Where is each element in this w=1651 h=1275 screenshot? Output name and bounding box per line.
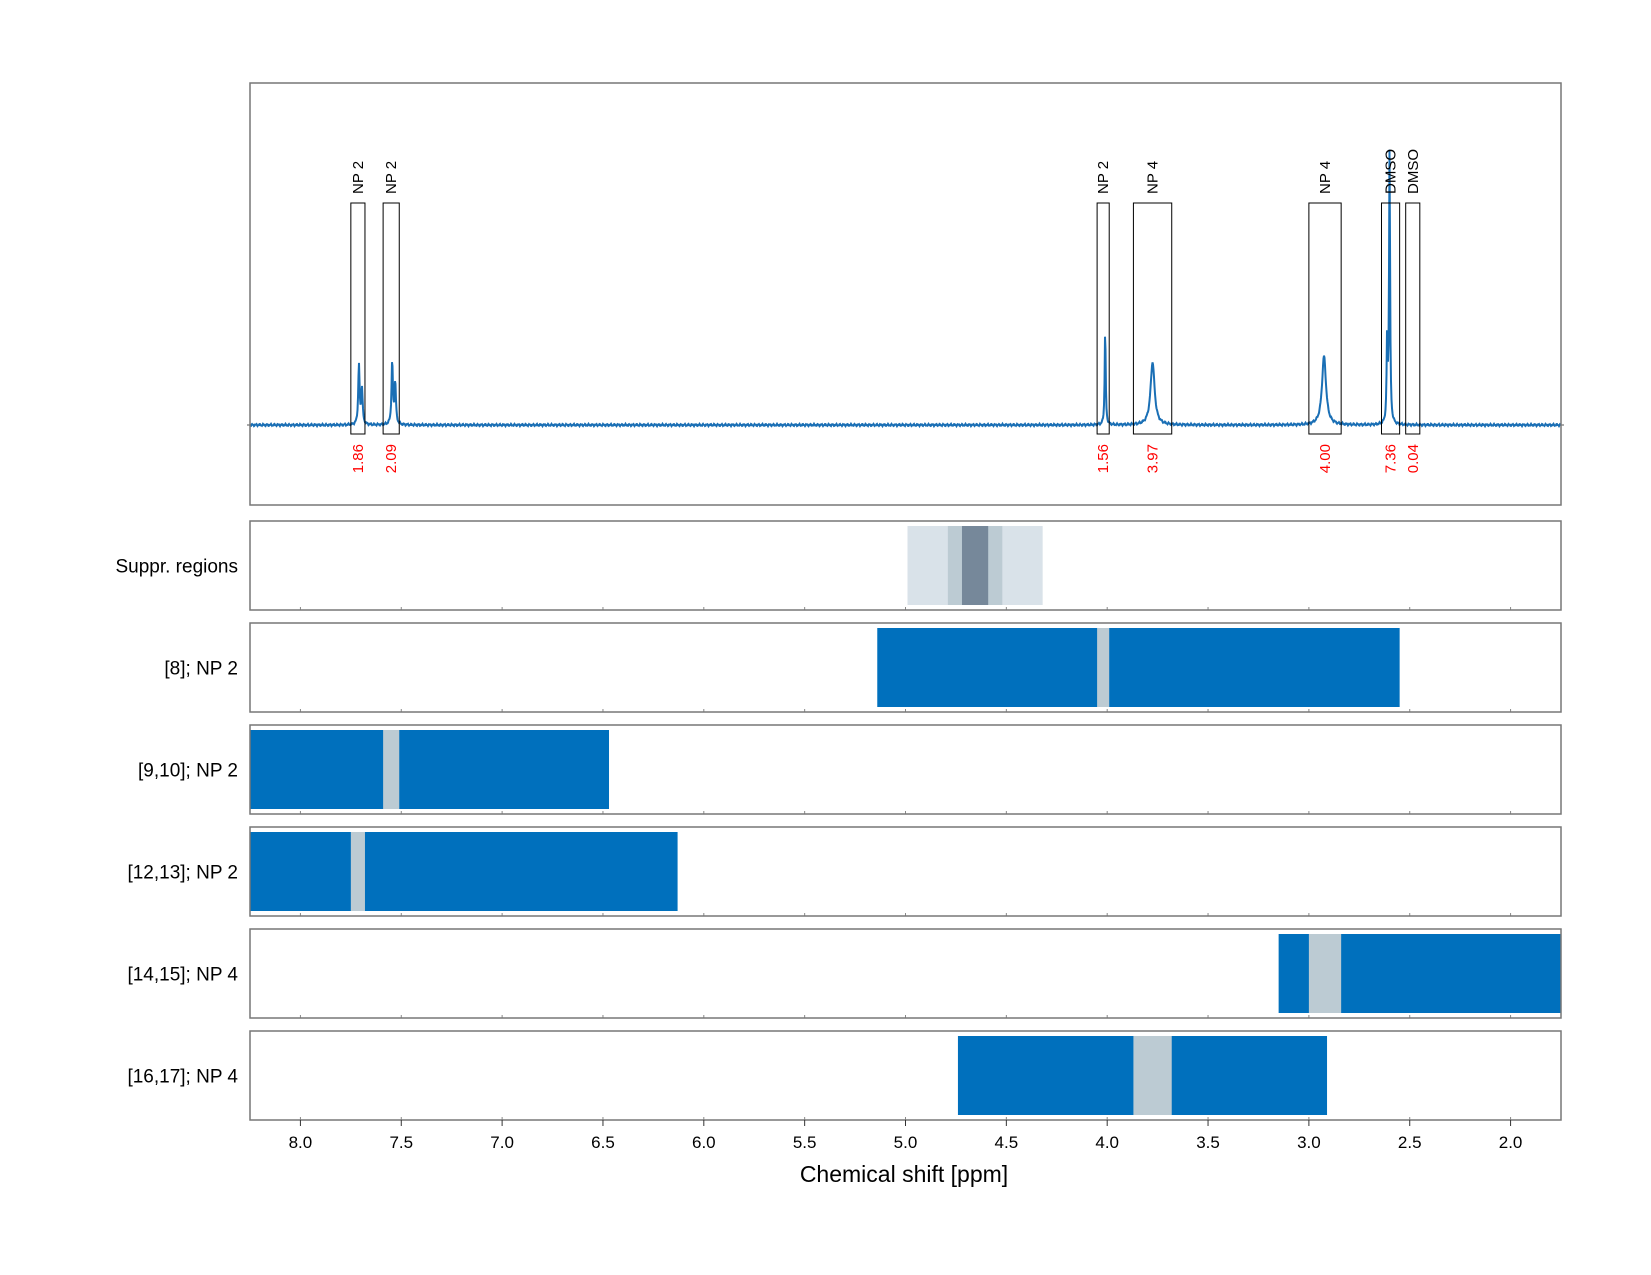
integral-value-4: 4.00 [1317, 444, 1334, 473]
x-tick-label-10: 3.0 [1297, 1133, 1321, 1152]
x-tick-label-2: 7.0 [490, 1133, 514, 1152]
annotation-box-1 [382, 202, 400, 435]
annotation-box-5 [1380, 202, 1401, 435]
annotation-label-0: NP 2 [350, 161, 367, 194]
annotation-label-1: NP 2 [383, 161, 400, 194]
x-tick-label-4: 6.0 [692, 1133, 716, 1152]
x-tick-label-11: 2.5 [1398, 1133, 1422, 1152]
annotation-box-6 [1405, 202, 1421, 435]
x-tick-label-6: 5.0 [894, 1133, 918, 1152]
x-tick-label-1: 7.5 [389, 1133, 413, 1152]
track-range-bar-3 [250, 832, 678, 911]
annotation-box-3 [1132, 202, 1173, 435]
track-window-2 [383, 730, 400, 809]
integral-value-1: 2.09 [383, 444, 400, 473]
track-window-3 [350, 832, 365, 911]
annotation-box-4 [1308, 202, 1342, 435]
track-panels: Suppr. regions [8]; NP 2 [9,10]; NP 2 [12,1… [115, 520, 1562, 1121]
track-2: [9,10]; NP 2 [138, 724, 1562, 815]
integral-value-2: 1.56 [1095, 444, 1112, 473]
track-background-5 [250, 1031, 1561, 1120]
track-frame-4 [249, 928, 1562, 1019]
track-window-4 [1308, 934, 1342, 1013]
integral-value-6: 0.04 [1405, 444, 1422, 473]
x-tick-label-8: 4.0 [1095, 1133, 1119, 1152]
track-5: [16,17]; NP 4 [127, 1030, 1562, 1121]
x-axis: 8.0 7.5 7.0 6.5 6.0 5.5 5.0 4.5 4.0 3.5 3.0 2.5 2.0 [289, 1120, 1523, 1152]
spectrum-panel-frame [249, 82, 1562, 506]
x-tick-label-3: 6.5 [591, 1133, 615, 1152]
annotation-label-3: NP 4 [1145, 161, 1162, 194]
spectrum-panel-background [250, 83, 1561, 505]
track-label-2: [9,10]; NP 2 [138, 761, 238, 782]
track-label-0: Suppr. regions [115, 557, 238, 578]
track-label-4: [14,15]; NP 4 [127, 965, 238, 986]
annotation-label-4: NP 4 [1317, 161, 1334, 194]
x-tick-label-0: 8.0 [289, 1133, 313, 1152]
track-frame-2 [249, 724, 1562, 815]
track-frame-3 [249, 826, 1562, 917]
annotation-label-5: DMSO [1383, 149, 1400, 194]
x-tick-label-5: 5.5 [793, 1133, 817, 1152]
annotation-label-6: DMSO [1405, 149, 1422, 194]
track-0: Suppr. regions [115, 520, 1562, 611]
track-label-5: [16,17]; NP 4 [127, 1067, 238, 1088]
suppression-band-2 [961, 526, 989, 605]
x-tick-label-7: 4.5 [995, 1133, 1019, 1152]
track-range-bar-1 [877, 628, 1400, 707]
track-window-1 [1097, 628, 1110, 707]
annotation-box-2 [1096, 202, 1110, 435]
annotation-label-2: NP 2 [1095, 161, 1112, 194]
x-tick-label-12: 2.0 [1499, 1133, 1523, 1152]
integral-value-0: 1.86 [350, 444, 367, 473]
track-label-1: [8]; NP 2 [164, 659, 238, 680]
track-label-3: [12,13]; NP 2 [127, 863, 238, 884]
integral-value-5: 7.36 [1383, 444, 1400, 473]
track-window-5 [1133, 1036, 1172, 1115]
track-3: [12,13]; NP 2 [127, 826, 1562, 917]
track-4: [14,15]; NP 4 [127, 928, 1562, 1019]
track-1: [8]; NP 2 [164, 622, 1562, 713]
spectrum-line [249, 149, 1562, 429]
track-frame-1 [249, 622, 1562, 713]
track-frame-0 [249, 520, 1562, 611]
spectrum-panel: NP 2 1.86 NP 2 2.09 NP 2 1.56 NP 4 3.97 NP 4 4.00… [247, 82, 1564, 506]
track-range-bar-2 [250, 730, 610, 809]
track-background-0 [250, 521, 1561, 610]
x-axis-title: Chemical shift [ppm] [800, 1161, 1008, 1187]
x-tick-label-9: 3.5 [1196, 1133, 1220, 1152]
integral-value-3: 3.97 [1145, 444, 1162, 473]
annotation-box-0 [350, 202, 366, 435]
